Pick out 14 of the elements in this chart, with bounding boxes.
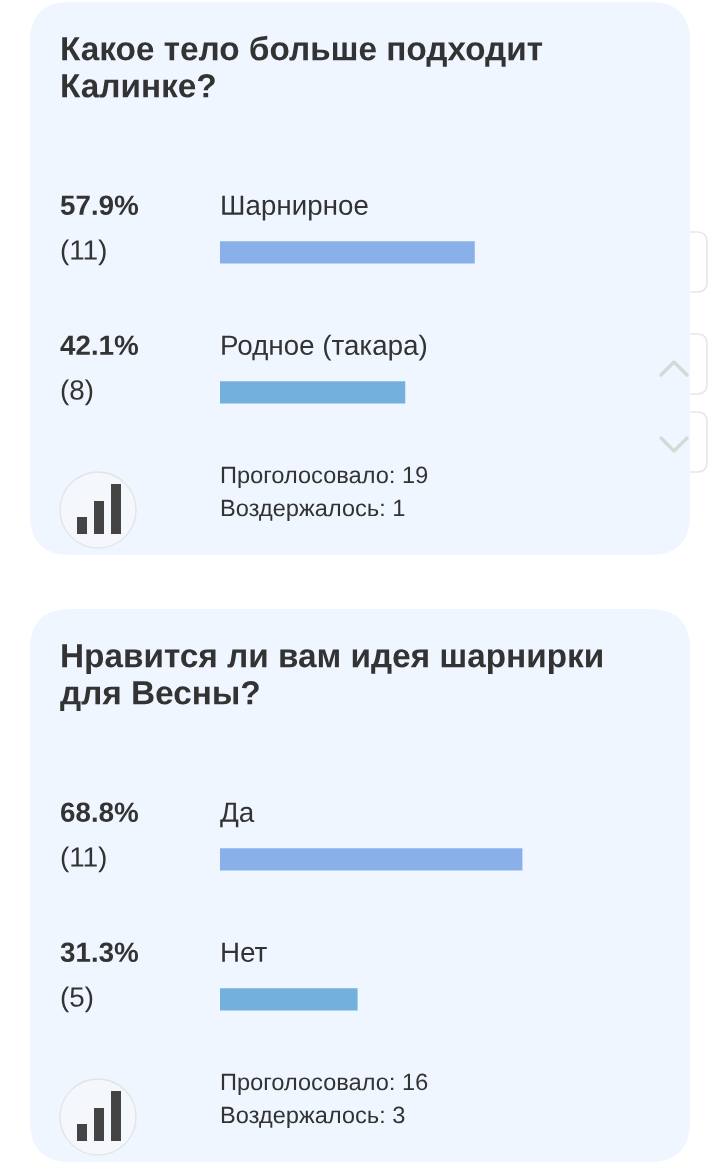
category-label: Нет bbox=[222, 942, 267, 963]
chart-title: Какое тело больше подходит Калинке? bbox=[62, 35, 543, 98]
data-label: 42.1% (8) bbox=[60, 335, 139, 406]
data-label: 57.9% (11) bbox=[60, 195, 139, 266]
text: Проголосовало: 19 bbox=[221, 466, 428, 488]
chart-title: Нравится ли вам идея шарнирки для Весны? bbox=[60, 644, 602, 711]
text: Воздержалось: 3 bbox=[221, 1106, 405, 1129]
category-label: Да bbox=[220, 802, 255, 828]
text: Проголосовало: 16 bbox=[221, 1073, 428, 1096]
category-label: Шарнирное bbox=[222, 195, 368, 221]
data-label: 31.3% (5) bbox=[60, 942, 139, 1013]
text: Воздержалось: 1 bbox=[221, 499, 405, 522]
data-label: 68.8% (11) bbox=[61, 802, 139, 873]
category-label: Родное (такара) bbox=[222, 334, 427, 361]
